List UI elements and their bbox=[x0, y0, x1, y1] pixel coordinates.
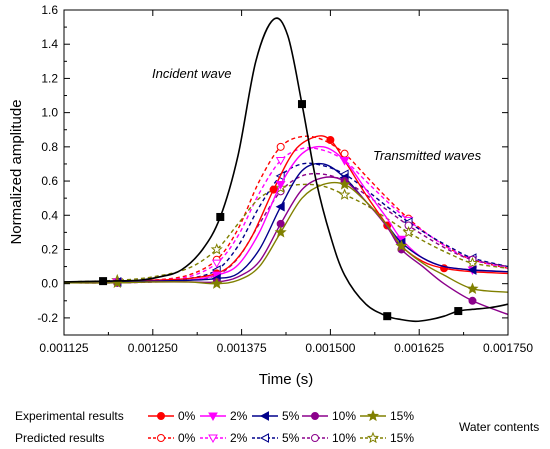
y-axis-label: Normalized amplitude bbox=[8, 99, 25, 244]
series-line-predicted-15pct bbox=[64, 183, 508, 283]
series-experimental-incident-wave bbox=[64, 17, 508, 323]
legend: Experimental results Predicted results W… bbox=[15, 409, 539, 445]
data-point bbox=[275, 180, 286, 190]
legend-item-predicted-10pct: 10% bbox=[302, 431, 356, 445]
y-tick-label: 0.8 bbox=[41, 140, 58, 154]
legend-marker bbox=[259, 433, 269, 443]
x-tick-label: 0.001500 bbox=[305, 341, 355, 355]
data-point bbox=[467, 265, 477, 275]
x-tick-label: 0.001250 bbox=[128, 341, 178, 355]
legend-marker bbox=[208, 434, 218, 444]
legend-item-predicted-15pct: 15% bbox=[360, 431, 414, 445]
annotation-transmitted-waves: Transmitted waves bbox=[373, 148, 482, 163]
x-tick-label: 0.001750 bbox=[483, 341, 533, 355]
legend-label: 2% bbox=[230, 431, 248, 445]
legend-item-experimental-10pct: 10% bbox=[302, 409, 356, 423]
y-tick-label: 0.6 bbox=[41, 174, 58, 188]
data-point bbox=[275, 201, 285, 212]
annotation-incident-wave: Incident wave bbox=[152, 66, 232, 81]
data-point bbox=[395, 239, 408, 252]
y-tick-label: 1.0 bbox=[41, 106, 58, 120]
legend-item-predicted-2pct: 2% bbox=[200, 431, 248, 445]
data-point bbox=[466, 282, 479, 294]
legend-row-predicted-label: Predicted results bbox=[15, 431, 104, 445]
data-point bbox=[468, 296, 477, 305]
legend-marker bbox=[157, 412, 165, 420]
y-tick-label: 1.4 bbox=[41, 37, 58, 51]
series-experimental-15pct bbox=[64, 178, 508, 294]
y-tick-label: -0.2 bbox=[37, 311, 58, 325]
legend-label: 15% bbox=[390, 409, 414, 423]
legend-label: 0% bbox=[178, 409, 196, 423]
data-point bbox=[383, 312, 392, 321]
legend-side-label: Water contents bbox=[459, 420, 539, 434]
y-tick-label: 1.2 bbox=[41, 71, 58, 85]
data-point bbox=[99, 277, 108, 286]
legend-marker bbox=[311, 412, 319, 420]
legend-marker bbox=[366, 431, 380, 444]
legend-item-experimental-5pct: 5% bbox=[252, 409, 300, 423]
legend-label: 0% bbox=[178, 431, 196, 445]
legend-item-experimental-15pct: 15% bbox=[360, 409, 414, 423]
data-point bbox=[274, 226, 287, 238]
series-line-experimental-0pct bbox=[64, 135, 508, 284]
y-tick-label: 1.6 bbox=[41, 3, 58, 17]
data-point bbox=[466, 256, 479, 269]
data-point bbox=[326, 136, 335, 144]
series-line-experimental-incident-wave bbox=[64, 17, 508, 323]
x-tick-label: 0.001625 bbox=[394, 341, 444, 355]
data-point bbox=[338, 188, 351, 200]
legend-marker bbox=[259, 411, 269, 421]
series-line-predicted-2pct bbox=[64, 147, 508, 284]
data-point bbox=[275, 157, 286, 166]
legend-item-predicted-0pct: 0% bbox=[148, 431, 196, 445]
legend-marker bbox=[208, 412, 218, 422]
data-point bbox=[276, 142, 285, 151]
legend-row-experimental-label: Experimental results bbox=[15, 409, 124, 423]
data-point bbox=[339, 157, 350, 166]
series-line-experimental-15pct bbox=[64, 181, 508, 293]
legend-item-predicted-5pct: 5% bbox=[252, 431, 300, 445]
y-tick-label: 0.2 bbox=[41, 242, 58, 256]
legend-marker bbox=[366, 409, 380, 422]
data-point bbox=[269, 185, 278, 194]
plot-series bbox=[64, 17, 508, 323]
data-point bbox=[454, 307, 463, 316]
data-point bbox=[210, 243, 223, 255]
x-tick-label: 0.001375 bbox=[217, 341, 267, 355]
data-point bbox=[402, 226, 415, 238]
y-tick-label: 0.0 bbox=[41, 277, 58, 291]
plot-frame bbox=[63, 9, 509, 336]
data-point bbox=[216, 212, 225, 221]
data-point bbox=[338, 178, 351, 190]
legend-label: 2% bbox=[230, 409, 248, 423]
legend-marker bbox=[157, 434, 165, 442]
data-point bbox=[210, 277, 223, 289]
x-axis-label: Time (s) bbox=[259, 371, 313, 388]
legend-item-experimental-2pct: 2% bbox=[200, 409, 248, 423]
series-experimental-2pct bbox=[64, 145, 508, 287]
y-tick-label: 0.4 bbox=[41, 208, 58, 222]
legend-label: 15% bbox=[390, 431, 414, 445]
data-point bbox=[297, 100, 306, 109]
legend-label: 5% bbox=[282, 431, 300, 445]
x-tick-label: 0.001125 bbox=[39, 341, 88, 355]
legend-label: 10% bbox=[332, 409, 356, 423]
legend-label: 10% bbox=[332, 431, 356, 445]
legend-label: 5% bbox=[282, 409, 300, 423]
legend-item-experimental-0pct: 0% bbox=[148, 409, 196, 423]
data-point bbox=[211, 259, 222, 269]
legend-marker bbox=[311, 434, 319, 442]
